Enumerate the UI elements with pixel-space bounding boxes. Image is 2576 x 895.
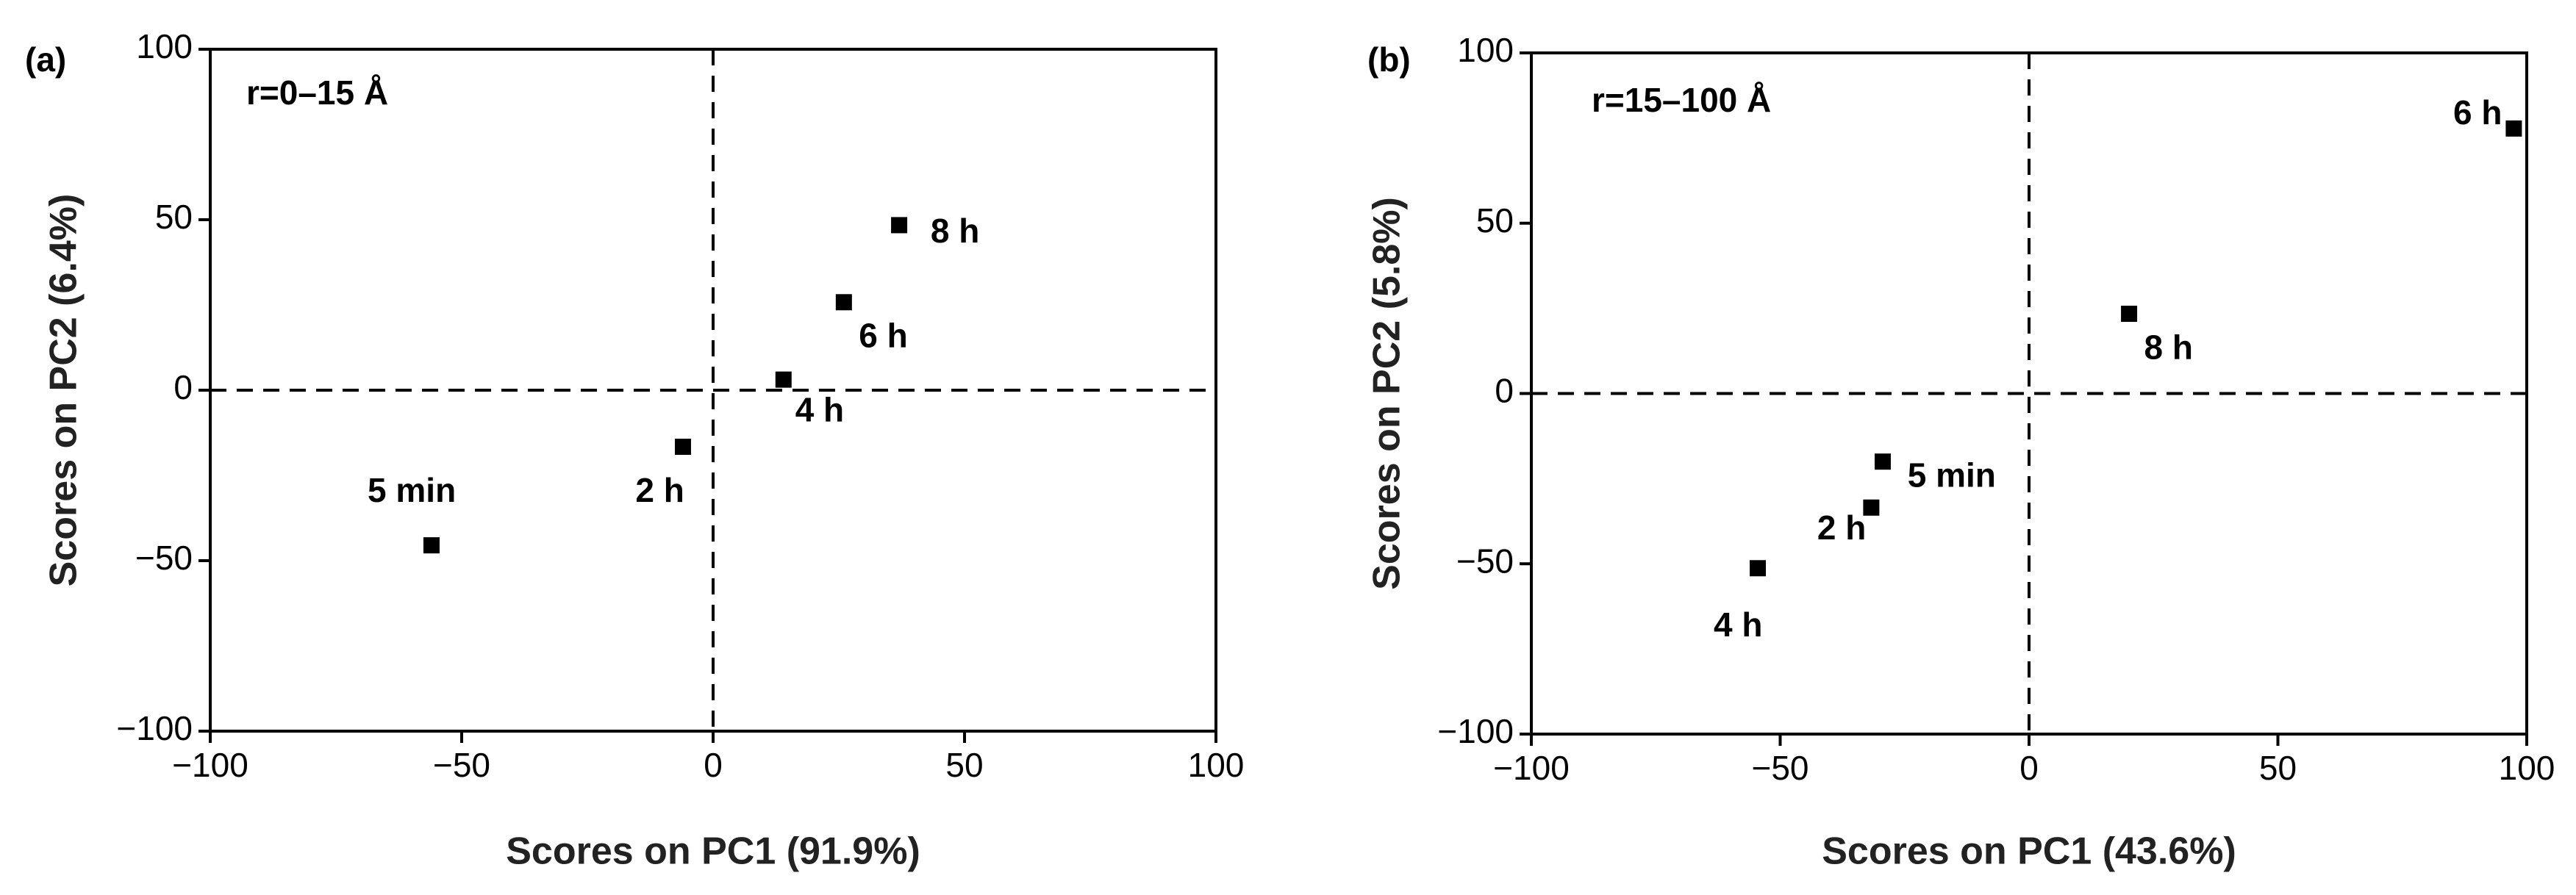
point-label: 6 h (2453, 93, 2502, 132)
y-tick-label: 100 (1457, 31, 1514, 69)
x-tick-label: 100 (1188, 746, 1245, 784)
point (2505, 120, 2522, 137)
y-tick-label: 50 (155, 198, 193, 236)
y-tick-label: 0 (1495, 372, 1514, 410)
point-label: 2 h (635, 471, 684, 509)
annotation: r=0–15 Å (246, 73, 388, 112)
point (1874, 453, 1891, 470)
point (775, 371, 792, 388)
x-axis-title: Scores on PC1 (91.9%) (506, 830, 920, 873)
y-tick-label: −50 (1456, 542, 1514, 580)
y-tick-label: −100 (1437, 712, 1514, 750)
x-tick-label: −100 (172, 746, 248, 784)
y-tick-label: 100 (136, 27, 193, 65)
panel-label: (b) (1367, 40, 1411, 79)
y-tick-label: −100 (116, 709, 193, 747)
x-tick-label: −50 (1751, 749, 1808, 787)
point (1863, 499, 1880, 516)
point-label: 4 h (795, 390, 844, 428)
point-label: 5 min (1908, 456, 1996, 495)
y-tick-label: 0 (173, 368, 193, 406)
y-tick-label: 50 (1476, 201, 1514, 240)
annotation: r=15–100 Å (1592, 81, 1771, 119)
y-axis-title: Scores on PC2 (6.4%) (43, 194, 85, 587)
x-tick-label: −50 (433, 746, 490, 784)
x-axis-title: Scores on PC1 (43.6%) (1822, 830, 2236, 873)
point (2121, 306, 2138, 323)
y-axis-title: Scores on PC2 (5.8%) (1366, 197, 1409, 590)
point-label: 2 h (1817, 508, 1866, 547)
x-tick-label: 0 (2019, 749, 2039, 787)
x-tick-label: 0 (704, 746, 723, 784)
point (835, 294, 852, 311)
point-label: 6 h (859, 317, 907, 355)
point-label: 5 min (368, 471, 456, 509)
point (674, 439, 691, 456)
point-label: 4 h (1714, 605, 1762, 644)
point (1750, 560, 1767, 577)
x-tick-label: −100 (1493, 749, 1570, 787)
x-tick-label: 50 (2259, 749, 2297, 787)
point-label: 8 h (931, 212, 979, 250)
x-tick-label: 50 (945, 746, 983, 784)
point-label: 8 h (2144, 328, 2192, 366)
x-tick-label: 100 (2499, 749, 2555, 787)
point (891, 217, 908, 234)
y-tick-label: −50 (135, 539, 193, 577)
point (423, 537, 440, 554)
panel-label: (a) (25, 40, 66, 79)
plot-frame (1530, 51, 2528, 736)
